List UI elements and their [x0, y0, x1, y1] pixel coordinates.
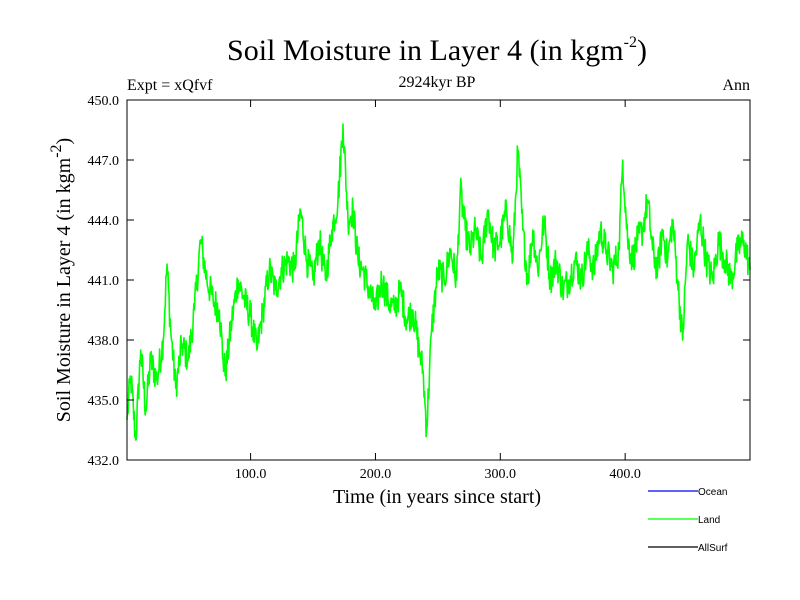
- series-layer: [126, 123, 751, 441]
- y-axis-label-superscript: -2: [48, 144, 65, 157]
- legend-label-allsurf: AllSurf: [698, 543, 728, 554]
- x-tick-label: 300.0: [485, 467, 517, 482]
- chart-subtitle: 2924kyr BP: [399, 74, 476, 91]
- legend-label-land: Land: [698, 515, 720, 526]
- y-axis-label: Soil Moisture in Layer 4 (in kgm-2): [48, 138, 75, 422]
- y-tick-label: 435.0: [88, 394, 120, 409]
- season-label: Ann: [722, 77, 750, 94]
- y-tick-label: 447.0: [88, 154, 120, 169]
- chart-title-main: Soil Moisture in Layer 4 (in kgm: [227, 34, 624, 67]
- expt-label: Expt = xQfvf: [127, 77, 213, 94]
- x-tick-label: 200.0: [360, 467, 392, 482]
- chart-title-superscript: -2: [624, 34, 637, 51]
- y-tick-label: 432.0: [88, 454, 120, 469]
- y-tick-label: 444.0: [88, 214, 120, 229]
- legend: Ocean Land AllSurf: [648, 487, 728, 554]
- y-tick-label: 441.0: [88, 274, 120, 289]
- y-tick-label: 450.0: [88, 94, 120, 109]
- plot-frame: [126, 99, 751, 461]
- y-axis-label-close: ): [53, 138, 75, 145]
- x-axis-label: Time (in years since start): [333, 486, 541, 508]
- chart-title-close: ): [637, 34, 647, 67]
- tick-layer: 100.0 200.0 300.0 400.0 432.0 435.0 438.0 441.0…: [88, 94, 750, 482]
- chart-title: Soil Moisture in Layer 4 (in kgm-2): [227, 34, 647, 67]
- y-tick-label: 438.0: [88, 334, 120, 349]
- x-tick-label: 100.0: [235, 467, 267, 482]
- legend-label-ocean: Ocean: [698, 487, 727, 498]
- y-axis-label-main: Soil Moisture in Layer 4 (in kgm: [53, 157, 75, 422]
- x-tick-label: 400.0: [609, 467, 641, 482]
- series-line-land: [126, 123, 751, 441]
